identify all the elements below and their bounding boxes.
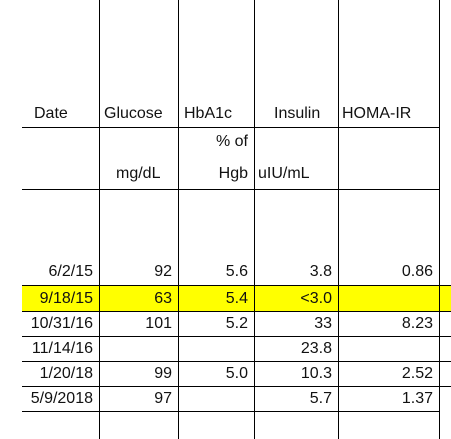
cell-hba1c[interactable]: 5.2 [225, 315, 248, 332]
column-divider [338, 0, 339, 439]
cell-date[interactable]: 11/14/16 [31, 340, 93, 357]
row-divider [22, 411, 439, 412]
column-divider [439, 0, 440, 439]
row-divider [22, 285, 451, 286]
unit-glucose[interactable]: mg/dL [116, 165, 161, 182]
column-divider [178, 0, 179, 439]
cell-insulin[interactable]: 3.8 [309, 263, 332, 280]
row-divider [22, 311, 451, 312]
cell-glucose[interactable]: 101 [145, 315, 172, 332]
row-divider [22, 336, 451, 337]
cell-homa-ir[interactable]: 1.37 [401, 390, 433, 407]
unit-hba1c-line1[interactable]: % of [215, 133, 248, 150]
cell-date[interactable]: 1/20/18 [39, 365, 93, 382]
cell-hba1c[interactable]: 5.6 [225, 263, 248, 280]
cell-insulin[interactable]: 5.7 [309, 390, 332, 407]
cell-date[interactable]: 9/18/15 [39, 290, 93, 307]
row-divider [22, 386, 451, 387]
cell-hba1c[interactable]: 5.0 [225, 365, 248, 382]
cell-glucose[interactable]: 63 [154, 290, 172, 307]
cell-homa-ir[interactable]: 8.23 [401, 315, 433, 332]
header-date[interactable]: Date [34, 105, 68, 122]
header-hba1c[interactable]: HbA1c [184, 105, 233, 122]
cell-hba1c[interactable]: 5.4 [225, 290, 248, 307]
row-divider [22, 189, 439, 190]
cell-insulin[interactable]: <3.0 [300, 290, 332, 307]
row-divider [22, 361, 451, 362]
header-homa-ir[interactable]: HOMA-IR [342, 105, 412, 122]
cell-date[interactable]: 5/9/2018 [30, 390, 93, 407]
column-divider [99, 0, 100, 439]
cell-glucose[interactable]: 99 [154, 365, 172, 382]
row-divider [22, 127, 439, 128]
highlighted-row [22, 285, 451, 311]
cell-date[interactable]: 10/31/16 [30, 315, 93, 332]
header-glucose[interactable]: Glucose [104, 105, 163, 122]
unit-insulin[interactable]: uIU/mL [258, 165, 310, 182]
column-divider [254, 0, 255, 439]
cell-date[interactable]: 6/2/15 [48, 263, 93, 280]
cell-homa-ir[interactable]: 2.52 [401, 365, 433, 382]
unit-hba1c-line2[interactable]: Hgb [218, 165, 248, 182]
cell-glucose[interactable]: 92 [154, 263, 172, 280]
cell-insulin[interactable]: 33 [314, 315, 332, 332]
cell-glucose[interactable]: 97 [154, 390, 172, 407]
cell-insulin[interactable]: 10.3 [300, 365, 332, 382]
cell-homa-ir[interactable]: 0.86 [401, 263, 433, 280]
cell-insulin[interactable]: 23.8 [300, 340, 332, 357]
header-insulin[interactable]: Insulin [274, 105, 321, 122]
